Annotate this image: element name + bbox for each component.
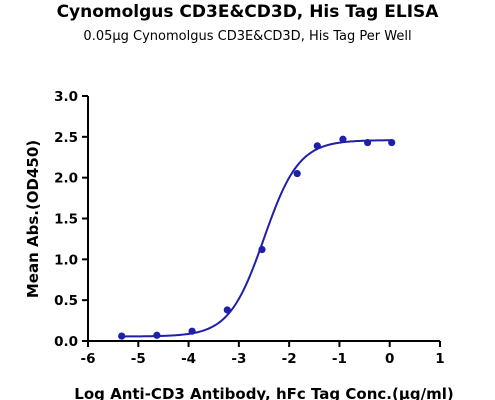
x-tick-label: 0 <box>385 351 394 367</box>
fit-curve <box>121 139 392 338</box>
y-tick-label: 2.5 <box>54 130 78 146</box>
y-axis-title: Mean Abs.(OD450) <box>24 140 42 298</box>
y-tick-label: 3.0 <box>54 89 78 105</box>
data-points <box>118 135 396 340</box>
y-tick-label: 0.5 <box>54 293 78 309</box>
data-point <box>293 169 301 178</box>
data-point <box>118 332 126 340</box>
data-point <box>188 327 196 335</box>
axes: -6 -5 -4 -3 -2 -1 0 1 0.0 0.5 1.0 1.5 2.0 2.5 3.0 <box>54 89 445 367</box>
data-point <box>388 138 396 147</box>
x-tick-label: -4 <box>181 351 196 367</box>
y-tick-label: 1.5 <box>54 212 78 228</box>
x-tick-label: -5 <box>131 351 146 367</box>
x-tick-label: -3 <box>231 351 246 367</box>
data-point <box>313 142 321 150</box>
y-tick-label: 1.0 <box>54 252 78 268</box>
data-point <box>153 331 161 339</box>
chart-subtitle: 0.05μg Cynomolgus CD3E&CD3D, His Tag Per… <box>83 29 411 44</box>
data-point <box>363 138 372 147</box>
x-tick-label: 1 <box>435 351 444 367</box>
data-point <box>258 245 266 254</box>
x-tick-label: -2 <box>282 351 297 367</box>
x-axis-title: Log Anti-CD3 Antibody, hFc Tag Conc.(μg/… <box>74 385 453 400</box>
data-point <box>339 135 347 143</box>
y-tick-label: 2.0 <box>54 171 78 187</box>
data-point <box>223 306 231 314</box>
y-tick-label: 0.0 <box>54 334 78 350</box>
chart-title: Cynomolgus CD3E&CD3D, His Tag ELISA <box>57 2 440 22</box>
x-tick-label: -1 <box>332 351 347 367</box>
x-tick-label: -6 <box>81 351 96 367</box>
